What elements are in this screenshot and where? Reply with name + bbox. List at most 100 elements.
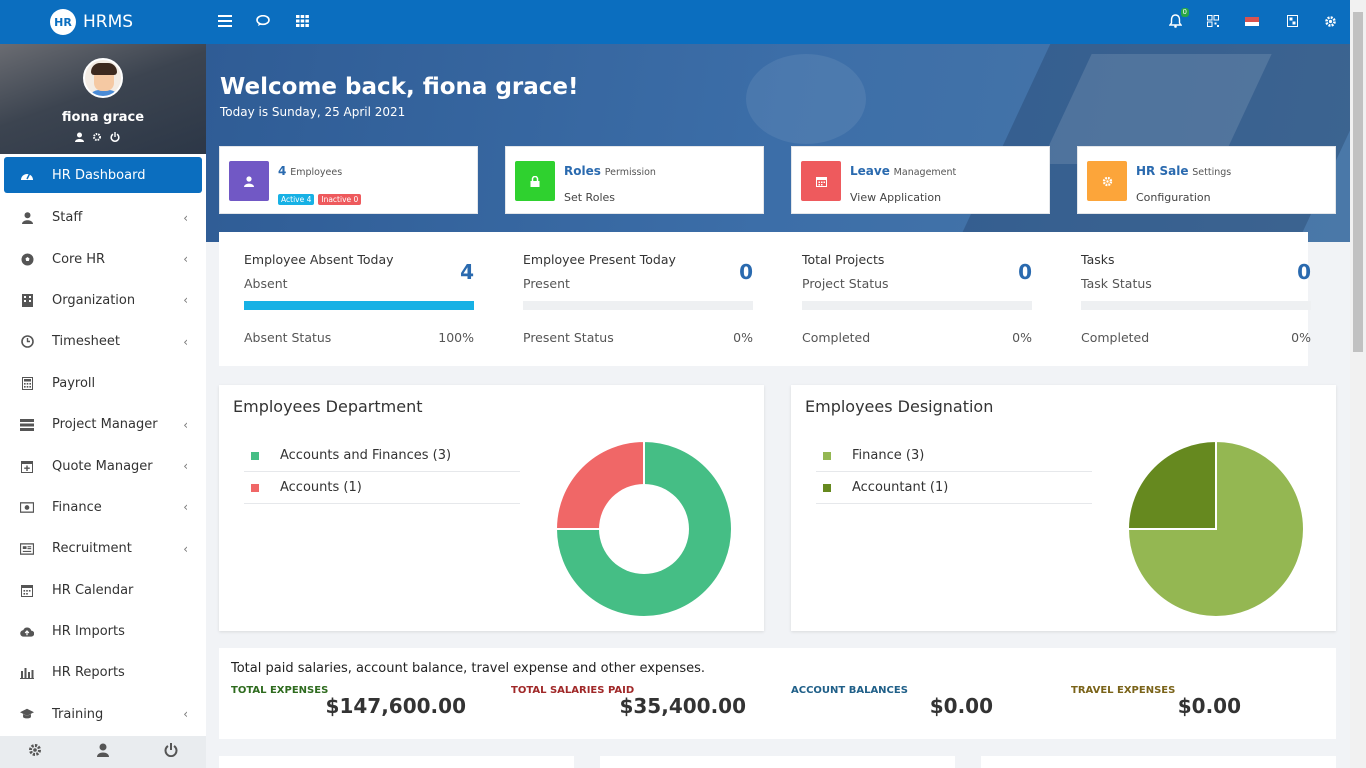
stat-title: Employee Present Today [523, 252, 676, 267]
tasks-icon [20, 418, 34, 432]
qr-scan-icon[interactable] [1283, 12, 1301, 30]
building-icon [20, 293, 34, 307]
view-application-link[interactable]: View Application [850, 191, 942, 204]
profile-user-icon[interactable] [75, 132, 84, 145]
stat-percent: 0% [1291, 330, 1311, 345]
hr-sale-sub: Settings [1192, 167, 1232, 178]
roles-card-icon-box [515, 161, 555, 201]
today-date: Today is Sunday, 25 April 2021 [220, 105, 406, 119]
sidebar-item-label: HR Calendar [52, 582, 134, 598]
settings-gear-icon[interactable] [1321, 12, 1339, 30]
stat-progress-bar [523, 301, 753, 310]
sidebar-item-hr-reports[interactable]: HR Reports [4, 652, 202, 693]
stat-progress-bar [1081, 301, 1311, 310]
apps-grid-icon[interactable] [293, 12, 311, 30]
stat-subtitle: Task Status [1081, 276, 1152, 291]
legend-swatch [823, 451, 831, 460]
profile-username[interactable]: fiona grace [61, 110, 145, 125]
pie-slice-accountant[interactable] [1127, 440, 1217, 530]
leave-title[interactable]: Leave [850, 164, 890, 178]
designation-pie-chart [1127, 440, 1305, 618]
menu-toggle-icon[interactable] [216, 12, 234, 30]
user-icon [20, 211, 34, 225]
legend-label: Finance (3) [852, 448, 925, 463]
page-scrollbar[interactable] [1350, 0, 1366, 768]
graduation-cap-icon [20, 707, 34, 721]
chat-icon[interactable] [254, 12, 272, 30]
chevron-left-icon: ‹ [183, 459, 188, 474]
sidebar-item-core-hr[interactable]: Core HR ‹ [4, 238, 202, 279]
brand-logo: HR [50, 9, 76, 35]
employees-count[interactable]: 4 [278, 164, 287, 178]
sidebar-item-hr-imports[interactable]: HR Imports [4, 611, 202, 652]
stat-value: 0 [1018, 260, 1032, 284]
sidebar-item-staff[interactable]: Staff ‹ [4, 197, 202, 238]
finance-label: TRAVEL EXPENSES [1071, 685, 1176, 696]
profile-settings-icon[interactable] [92, 132, 102, 145]
configuration-link[interactable]: Configuration [1136, 191, 1211, 204]
designation-panel-title: Employees Designation [805, 397, 994, 416]
finance-value: $0.00 [929, 694, 993, 718]
cloud-upload-icon [20, 625, 34, 639]
stat-progress-bar [244, 301, 474, 310]
qr-code-icon[interactable] [1204, 12, 1222, 30]
chevron-left-icon: ‹ [183, 293, 188, 308]
sidebar-item-payroll[interactable]: Payroll [4, 363, 202, 404]
avatar[interactable] [83, 58, 123, 98]
sidebar-item-project-manager[interactable]: Project Manager ‹ [4, 404, 202, 445]
profile-logout-icon[interactable] [110, 132, 120, 145]
sidebar-item-label: HR Imports [52, 624, 125, 640]
inactive-employees-badge: Inactive 0 [318, 194, 362, 205]
notification-count-badge: 0 [1180, 8, 1189, 17]
sidebar-item-quote-manager[interactable]: Quote Manager ‹ [4, 445, 202, 486]
sidebar-item-organization[interactable]: Organization ‹ [4, 280, 202, 321]
sidebar-item-recruitment[interactable]: Recruitment ‹ [4, 528, 202, 569]
leave-card[interactable]: Leave Management View Application [791, 146, 1050, 214]
legend-item[interactable]: Accounts (1) [244, 472, 520, 504]
legend-item[interactable]: Accountant (1) [816, 472, 1092, 504]
sidebar-item-training[interactable]: Training ‹ [4, 694, 202, 735]
hr-sale-title[interactable]: HR Sale [1136, 164, 1189, 178]
footer-power-icon[interactable] [164, 743, 178, 761]
sidebar-item-finance[interactable]: Finance ‹ [4, 487, 202, 528]
sidebar-item-label: Quote Manager [52, 458, 153, 474]
brand[interactable]: HR HRMS [50, 9, 133, 35]
finance-value: $147,600.00 [325, 694, 466, 718]
sidebar-item-timesheet[interactable]: Timesheet ‹ [4, 321, 202, 362]
sidebar-item-label: Training [52, 706, 104, 722]
scrollbar-thumb[interactable] [1353, 12, 1363, 352]
active-employees-badge: Active 4 [278, 194, 315, 205]
total-expenses-block: TOTAL EXPENSES $147,600.00 [231, 685, 466, 725]
calendar-icon [815, 176, 827, 187]
chevron-left-icon: ‹ [183, 252, 188, 267]
footer-settings-icon[interactable] [28, 743, 42, 761]
stat-title: Total Projects [802, 252, 885, 267]
chevron-left-icon: ‹ [183, 707, 188, 722]
sidebar-item-label: Core HR [52, 251, 106, 267]
sidebar-item-hr-dashboard[interactable]: HR Dashboard [4, 157, 202, 193]
lock-icon [530, 175, 540, 187]
hr-sale-card[interactable]: HR Sale Settings Configuration [1077, 146, 1336, 214]
top-navbar: HR HRMS 0 [0, 0, 1350, 44]
footer-user-icon[interactable] [96, 743, 109, 761]
roles-card[interactable]: Roles Permission Set Roles [505, 146, 764, 214]
stat-status-label: Present Status [523, 330, 614, 345]
legend-swatch [251, 451, 259, 460]
chevron-left-icon: ‹ [183, 417, 188, 432]
hr-sale-card-icon-box [1087, 161, 1127, 201]
legend-item[interactable]: Finance (3) [816, 440, 1092, 472]
sidebar-item-label: HR Dashboard [52, 167, 146, 183]
language-flag-icon[interactable] [1243, 12, 1261, 30]
calculator-icon [20, 376, 34, 390]
sidebar-item-hr-calendar[interactable]: HR Calendar [4, 570, 202, 611]
calendar-icon [20, 583, 34, 597]
roles-title[interactable]: Roles [564, 164, 601, 178]
department-panel-title: Employees Department [233, 397, 423, 416]
employees-card[interactable]: 4 Employees Active 4 Inactive 0 [219, 146, 478, 214]
set-roles-link[interactable]: Set Roles [564, 191, 615, 204]
stat-status-label: Absent Status [244, 330, 332, 345]
notification-bell-icon[interactable]: 0 [1166, 8, 1189, 30]
stat-subtitle: Present [523, 276, 570, 291]
legend-item[interactable]: Accounts and Finances (3) [244, 440, 520, 472]
sidebar-item-label: Finance [52, 499, 102, 515]
